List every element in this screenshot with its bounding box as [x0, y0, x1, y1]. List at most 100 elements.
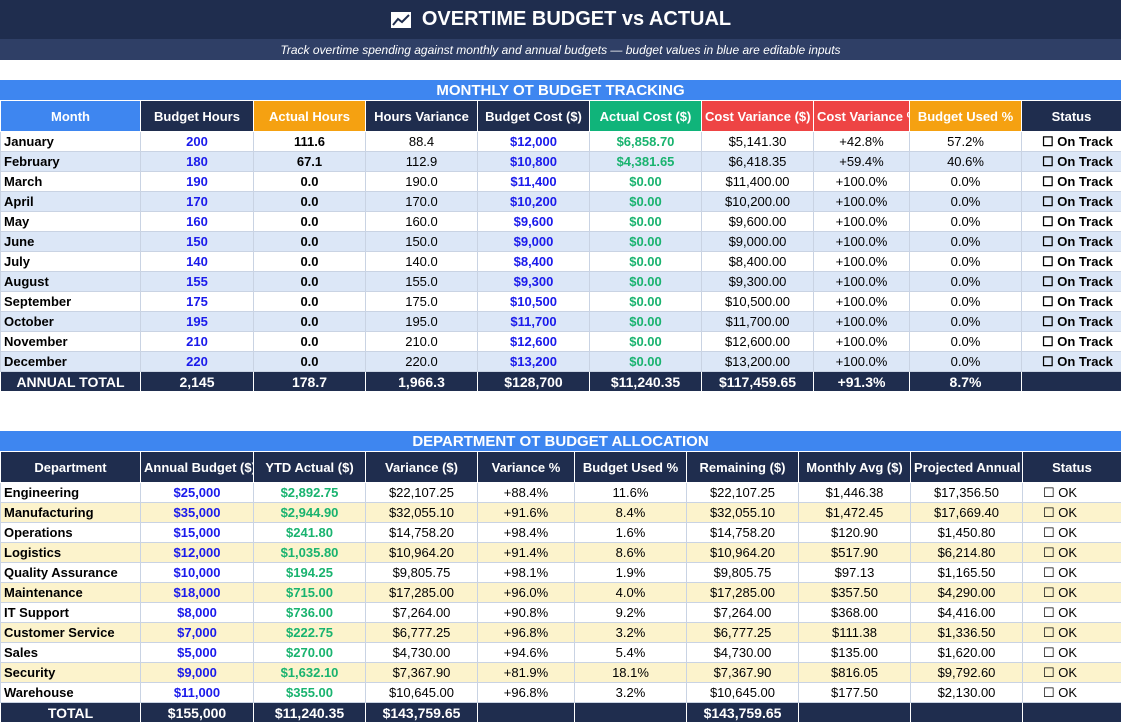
cell-variance-pct: +90.8% — [477, 602, 575, 623]
cell-budget-used: 0.0% — [909, 311, 1022, 332]
cell-budget-cost[interactable]: $11,700 — [477, 311, 590, 332]
title-bar: OVERTIME BUDGET vs ACTUAL — [0, 0, 1121, 39]
cell-annual-budget[interactable]: $10,000 — [140, 562, 254, 583]
page-title: OVERTIME BUDGET vs ACTUAL — [421, 8, 732, 30]
cell-cost-variance-pct: +100.0% — [813, 311, 910, 332]
cell-budget-hours[interactable]: 180 — [140, 151, 254, 172]
department-total-row: TOTAL $155,000 $11,240.35 $143,759.65 $143,7… — [0, 702, 1121, 723]
cell-hours-variance: 112.9 — [365, 151, 478, 172]
cell-month: September — [0, 291, 141, 312]
cell-month: May — [0, 211, 141, 232]
cell-status: ☐ On Track — [1021, 311, 1121, 332]
cell-hours-variance: 220.0 — [365, 351, 478, 372]
cell-hours-variance: 210.0 — [365, 331, 478, 352]
cell-budget-used: 40.6% — [909, 151, 1022, 172]
cell-budget-used: 0.0% — [909, 251, 1022, 272]
total-cost-variance-pct: +91.3% — [813, 371, 910, 392]
cell-hours-variance: 195.0 — [365, 311, 478, 332]
cell-actual-cost: $6,858.70 — [589, 131, 702, 152]
cell-budget-cost[interactable]: $10,200 — [477, 191, 590, 212]
cell-budget-cost[interactable]: $9,600 — [477, 211, 590, 232]
cell-annual-budget[interactable]: $18,000 — [140, 582, 254, 603]
cell-ytd-actual: $222.75 — [253, 622, 366, 643]
cell-budget-cost[interactable]: $10,500 — [477, 291, 590, 312]
cell-budget-cost[interactable]: $12,600 — [477, 331, 590, 352]
cell-annual-budget[interactable]: $9,000 — [140, 662, 254, 683]
cell-projected-annual: $1,450.80 — [910, 522, 1023, 543]
cell-cost-variance: $12,600.00 — [701, 331, 814, 352]
cell-department: Maintenance — [0, 582, 141, 603]
cell-annual-budget[interactable]: $7,000 — [140, 622, 254, 643]
cell-budget-used: 18.1% — [574, 662, 687, 683]
month-row: April 170 0.0 170.0 $10,200 $0.00 $10,200.00 +1… — [0, 191, 1121, 212]
cell-status: ☐ On Track — [1021, 291, 1121, 312]
cell-budget-hours[interactable]: 175 — [140, 291, 254, 312]
cell-projected-annual: $4,290.00 — [910, 582, 1023, 603]
cell-budget-cost[interactable]: $9,300 — [477, 271, 590, 292]
cell-variance: $7,264.00 — [365, 602, 478, 623]
cell-actual-hours: 0.0 — [253, 251, 366, 272]
cell-variance: $32,055.10 — [365, 502, 478, 523]
cell-budget-hours[interactable]: 160 — [140, 211, 254, 232]
cell-status: ☐ OK — [1022, 562, 1121, 583]
cell-annual-budget[interactable]: $11,000 — [140, 682, 254, 703]
cell-budget-used: 0.0% — [909, 351, 1022, 372]
cell-annual-budget[interactable]: $35,000 — [140, 502, 254, 523]
cell-ytd-actual: $1,632.10 — [253, 662, 366, 683]
cell-budget-used: 0.0% — [909, 211, 1022, 232]
cell-monthly-avg: $120.90 — [798, 522, 911, 543]
cell-budget-used: 8.4% — [574, 502, 687, 523]
cell-budget-hours[interactable]: 200 — [140, 131, 254, 152]
cell-annual-budget[interactable]: $15,000 — [140, 522, 254, 543]
col-header-department: Department — [0, 451, 141, 483]
cell-actual-cost: $0.00 — [589, 331, 702, 352]
cell-status: ☐ OK — [1022, 482, 1121, 503]
col-header-month: Month — [0, 100, 141, 132]
cell-status: ☐ OK — [1022, 602, 1121, 623]
cell-monthly-avg: $1,472.45 — [798, 502, 911, 523]
cell-hours-variance: 88.4 — [365, 131, 478, 152]
cell-budget-hours[interactable]: 170 — [140, 191, 254, 212]
total-budget-used: 8.7% — [909, 371, 1022, 392]
cell-ytd-actual: $241.80 — [253, 522, 366, 543]
cell-budget-hours[interactable]: 155 — [140, 271, 254, 292]
cell-budget-cost[interactable]: $12,000 — [477, 131, 590, 152]
cell-actual-cost: $0.00 — [589, 191, 702, 212]
cell-annual-budget[interactable]: $25,000 — [140, 482, 254, 503]
cell-budget-used: 0.0% — [909, 231, 1022, 252]
cell-month: December — [0, 351, 141, 372]
cell-budget-hours[interactable]: 220 — [140, 351, 254, 372]
cell-budget-cost[interactable]: $13,200 — [477, 351, 590, 372]
cell-budget-cost[interactable]: $8,400 — [477, 251, 590, 272]
cell-ytd-actual: $194.25 — [253, 562, 366, 583]
cell-hours-variance: 150.0 — [365, 231, 478, 252]
page-subtitle: Track overtime spending against monthly … — [280, 42, 841, 57]
cell-variance: $7,367.90 — [365, 662, 478, 683]
total-variance: $143,759.65 — [365, 702, 478, 723]
cell-budget-hours[interactable]: 150 — [140, 231, 254, 252]
total-cost-variance: $117,459.65 — [701, 371, 814, 392]
cell-annual-budget[interactable]: $8,000 — [140, 602, 254, 623]
cell-annual-budget[interactable]: $12,000 — [140, 542, 254, 563]
cell-annual-budget[interactable]: $5,000 — [140, 642, 254, 663]
cell-actual-hours: 0.0 — [253, 211, 366, 232]
month-row: June 150 0.0 150.0 $9,000 $0.00 $9,000.00 +100.… — [0, 231, 1121, 252]
cell-budget-cost[interactable]: $10,800 — [477, 151, 590, 172]
cell-hours-variance: 190.0 — [365, 171, 478, 192]
total-annual-budget: $155,000 — [140, 702, 254, 723]
cell-monthly-avg: $517.90 — [798, 542, 911, 563]
cell-budget-hours[interactable]: 195 — [140, 311, 254, 332]
cell-status: ☐ OK — [1022, 522, 1121, 543]
cell-cost-variance-pct: +100.0% — [813, 191, 910, 212]
cell-budget-hours[interactable]: 190 — [140, 171, 254, 192]
cell-actual-cost: $0.00 — [589, 251, 702, 272]
cell-variance-pct: +96.8% — [477, 682, 575, 703]
total-budget-used — [574, 702, 687, 723]
cell-budget-hours[interactable]: 210 — [140, 331, 254, 352]
cell-budget-cost[interactable]: $9,000 — [477, 231, 590, 252]
cell-budget-used: 9.2% — [574, 602, 687, 623]
cell-budget-cost[interactable]: $11,400 — [477, 171, 590, 192]
cell-cost-variance: $9,300.00 — [701, 271, 814, 292]
cell-projected-annual: $1,620.00 — [910, 642, 1023, 663]
cell-budget-hours[interactable]: 140 — [140, 251, 254, 272]
